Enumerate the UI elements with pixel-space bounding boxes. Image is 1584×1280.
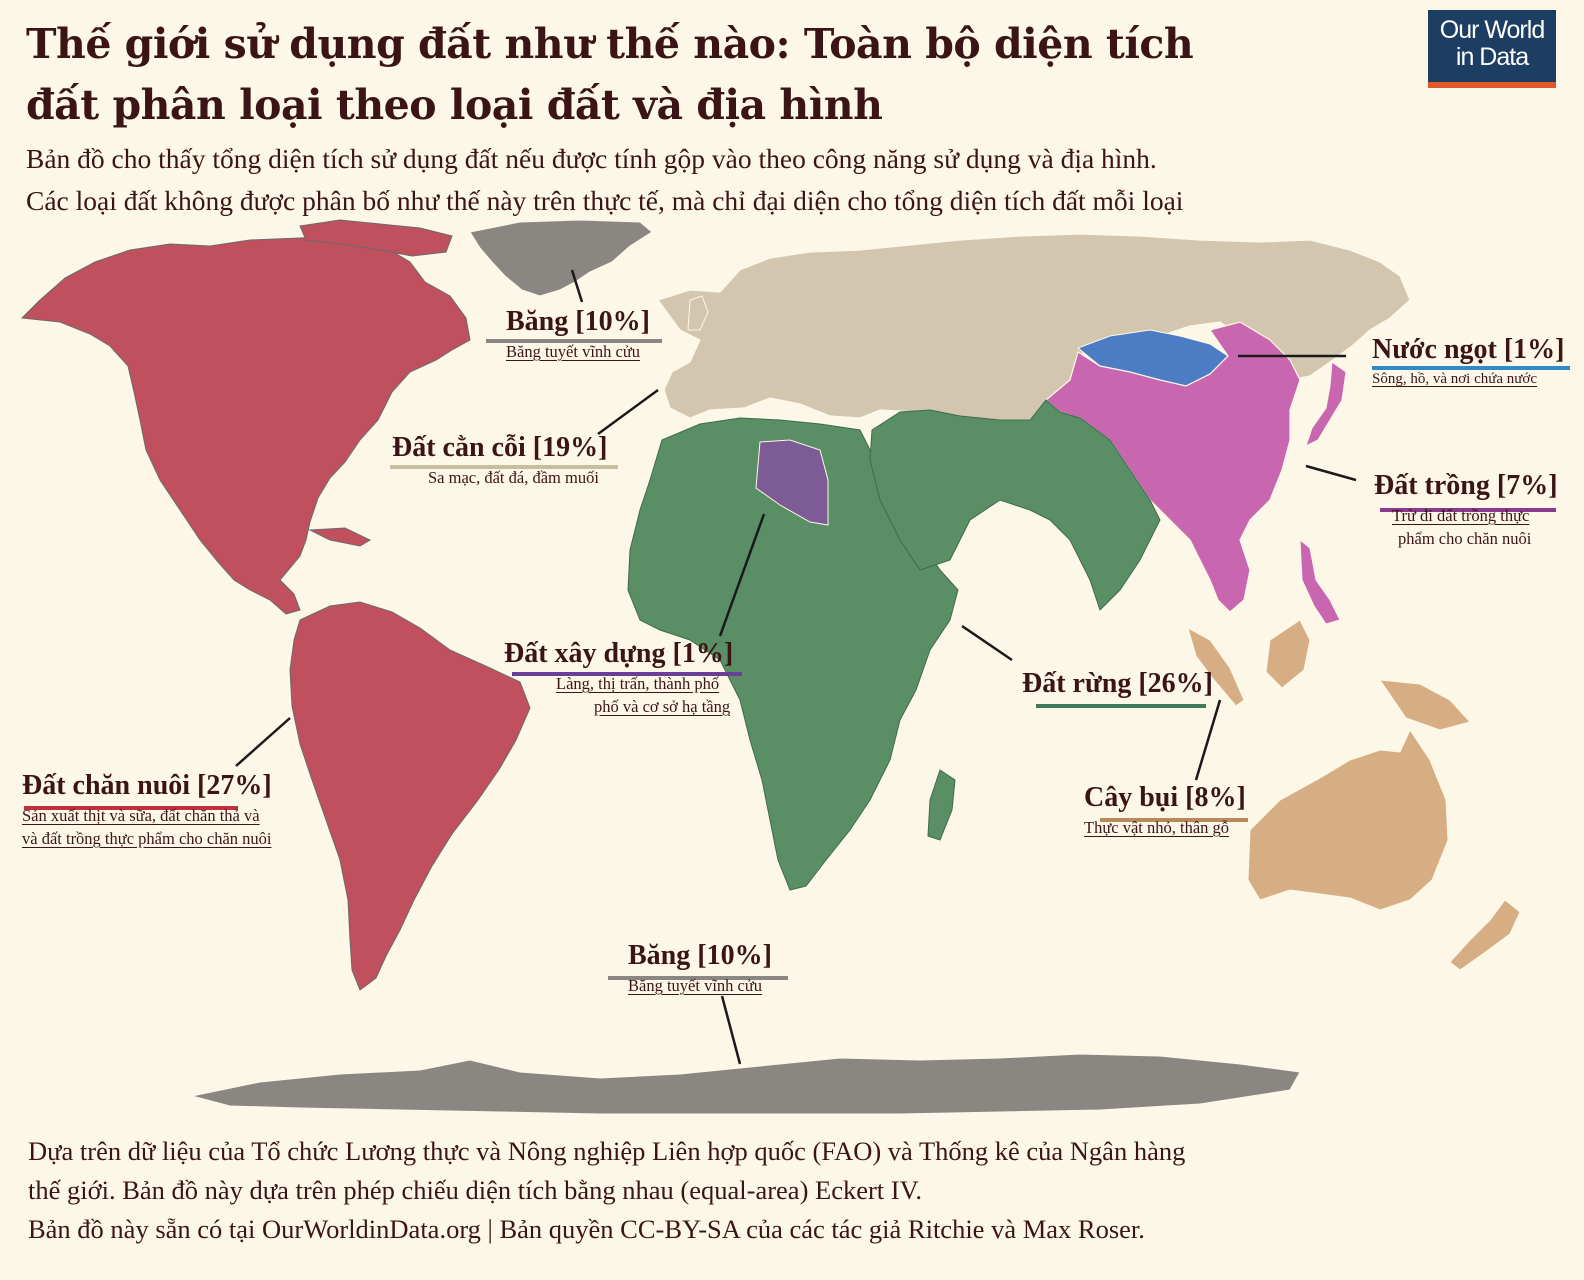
label-ice-south-sub: Băng tuyết vĩnh cửu	[628, 976, 763, 995]
label-shrub: Cây bụi [8%] Thực vật nhỏ, thân gỗ	[1084, 782, 1246, 839]
page-title: Thế giới sử dụng đất như thế nào: Toàn b…	[26, 20, 1194, 129]
label-ice-south: Băng [10%] Băng tuyết vĩnh cửu	[628, 940, 772, 997]
bar-urban	[512, 672, 742, 676]
leader-ice-south	[720, 995, 742, 1065]
label-urban-sub1: Làng, thị trấn, thành phố	[556, 674, 720, 693]
leader-livestock	[235, 717, 291, 767]
region-east-asia-crops	[1045, 321, 1301, 613]
label-crops-sub2: phẩm cho chăn nuôi	[1398, 529, 1532, 548]
logo-line-1: Our World	[1439, 16, 1545, 44]
label-urban-sub2: phố và cơ sở hạ tầng	[594, 697, 731, 716]
label-barren: Đất cằn cỗi [19%] Sa mạc, đất đá, đầm mu…	[392, 432, 607, 489]
region-south-america	[289, 601, 531, 991]
label-barren-sub: Sa mạc, đất đá, đầm muối	[428, 468, 599, 487]
label-livestock-sub2: và đất trồng thực phẩm cho chăn nuôi	[22, 829, 272, 848]
leader-shrub	[1194, 699, 1222, 781]
logo-line-2: in Data	[1455, 43, 1529, 71]
subtitle: Bản đồ cho thấy tổng diện tích sử dụng đ…	[26, 138, 1466, 222]
region-indonesia	[1187, 626, 1245, 707]
footer-line-3: Bản đồ này sẵn có tại OurWorldinData.org…	[28, 1214, 1145, 1244]
label-freshwater: Nước ngọt [1%] Sông, hồ, và nơi chứa nướ…	[1372, 334, 1565, 391]
label-freshwater-sub: Sông, hồ, và nơi chứa nước	[1372, 371, 1538, 387]
leader-forest	[961, 624, 1013, 662]
label-livestock: Đất chăn nuôi [27%] Sản xuất thịt và sữa…	[22, 770, 272, 850]
leader-ice-north	[570, 269, 584, 303]
region-madagascar	[927, 769, 956, 841]
label-forest-title: Đất rừng [26%]	[1022, 668, 1213, 699]
region-eurasia-barren	[657, 233, 1411, 421]
region-north-america	[20, 235, 471, 615]
bar-forest	[1036, 704, 1206, 708]
bar-crops	[1380, 508, 1556, 512]
region-greenland-ice	[469, 219, 653, 297]
footer-line-1: Dựa trên dữ liệu của Tổ chức Lương thực …	[28, 1136, 1186, 1166]
region-borneo	[1265, 619, 1311, 689]
region-arctic-islands	[299, 219, 453, 257]
label-ice-south-title: Băng [10%]	[628, 940, 772, 971]
region-caribbean	[308, 527, 372, 547]
region-antarctica-ice	[191, 1053, 1301, 1115]
label-urban-title: Đất xây dựng [1%]	[504, 638, 734, 669]
subtitle-line-2: Các loại đất không được phân bố như thế …	[26, 185, 1184, 216]
label-shrub-sub: Thực vật nhỏ, thân gỗ	[1084, 818, 1230, 837]
region-uk	[687, 295, 709, 331]
label-urban: Đất xây dựng [1%] Làng, thị trấn, thành …	[504, 638, 733, 718]
leader-urban	[718, 513, 766, 637]
subtitle-line-1: Bản đồ cho thấy tổng diện tích sử dụng đ…	[26, 143, 1157, 174]
label-livestock-title: Đất chăn nuôi [27%]	[22, 770, 272, 801]
region-philippines	[1299, 538, 1341, 625]
footer-line-2: thế giới. Bản đồ này dựa trên phép chiếu…	[28, 1175, 922, 1205]
label-crops-sub1: Trừ đi đất trồng thực	[1392, 506, 1530, 525]
region-australia	[1247, 728, 1449, 911]
label-ice-north-title: Băng [10%]	[506, 306, 650, 337]
bar-shrub	[1100, 818, 1248, 822]
bar-ice-north	[486, 339, 662, 343]
region-urban	[755, 439, 829, 526]
label-freshwater-title: Nước ngọt [1%]	[1372, 334, 1565, 365]
bar-barren	[390, 465, 618, 469]
label-shrub-title: Cây bụi [8%]	[1084, 782, 1246, 813]
label-ice-north: Băng [10%] Băng tuyết vĩnh cửu	[506, 306, 650, 363]
region-middle-east-india	[869, 399, 1161, 611]
footer-source: Dựa trên dữ liệu của Tổ chức Lương thực …	[28, 1132, 1528, 1249]
leader-crops	[1305, 464, 1357, 482]
bar-ice-south	[608, 976, 788, 980]
region-japan	[1305, 361, 1347, 447]
label-livestock-sub1: Sản xuất thịt và sữa, đất chăn thả và	[22, 806, 260, 825]
owid-logo[interactable]: Our World in Data	[1428, 10, 1556, 88]
label-crops: Đất trồng [7%] Trừ đi đất trồng thực phẩ…	[1374, 470, 1558, 550]
label-ice-north-sub: Băng tuyết vĩnh cửu	[506, 342, 641, 361]
region-africa-forest	[627, 417, 959, 891]
label-barren-title: Đất cằn cỗi [19%]	[392, 432, 608, 463]
leader-barren	[597, 388, 659, 436]
region-new-zealand	[1449, 899, 1521, 971]
bar-freshwater	[1372, 366, 1570, 370]
region-new-guinea	[1378, 679, 1471, 731]
bar-livestock	[24, 806, 238, 810]
label-forest: Đất rừng [26%]	[1022, 668, 1213, 702]
label-crops-title: Đất trồng [7%]	[1374, 470, 1558, 501]
